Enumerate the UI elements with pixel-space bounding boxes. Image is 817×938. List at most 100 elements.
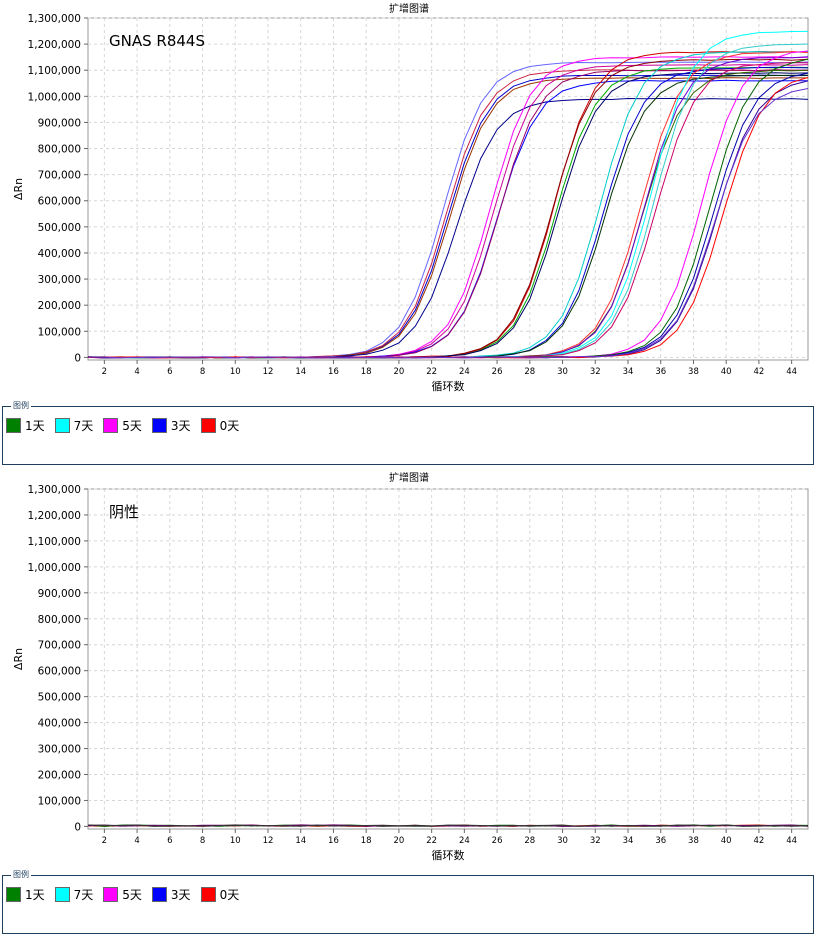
legend-swatch: [103, 887, 119, 902]
legend-title: 图例: [11, 400, 31, 411]
y-tick-label: 1,200,000: [28, 510, 81, 522]
y-axis-label: ΔRn: [12, 178, 25, 200]
legend-title: 图例: [11, 869, 31, 880]
x-tick-label: 36: [655, 367, 666, 377]
y-tick-label: 900,000: [38, 588, 81, 600]
y-tick-label: 900,000: [38, 117, 81, 129]
x-tick-label: 34: [623, 367, 634, 377]
chart-title: 扩增图谱: [389, 471, 429, 484]
x-axis-label: 循环数: [432, 849, 465, 862]
legend-swatch: [151, 887, 167, 902]
x-tick-label: 16: [328, 836, 339, 846]
legend-label: 5天: [122, 888, 142, 902]
x-tick-label: 4: [134, 836, 139, 846]
x-tick-label: 12: [263, 836, 274, 846]
amplification-curve: [88, 824, 808, 827]
legend-item[interactable]: 5天: [103, 886, 142, 903]
y-tick-label: 600,000: [38, 666, 81, 678]
y-tick-label: 0: [74, 352, 81, 364]
x-tick-label: 34: [623, 836, 634, 846]
legend-label: 3天: [170, 419, 191, 433]
x-tick-label: 40: [721, 836, 732, 846]
legend-item[interactable]: 1天: [6, 886, 45, 903]
x-tick-label: 30: [557, 367, 568, 377]
x-tick-label: 22: [426, 367, 437, 377]
x-tick-label: 40: [721, 367, 732, 377]
y-tick-label: 600,000: [38, 196, 81, 208]
x-tick-label: 32: [590, 367, 601, 377]
y-tick-label: 1,000,000: [28, 91, 81, 103]
legend-label: 7天: [73, 419, 94, 433]
x-tick-label: 42: [753, 836, 764, 846]
x-tick-label: 2: [102, 836, 107, 846]
y-tick-label: 400,000: [38, 248, 81, 260]
legend-item[interactable]: 0天: [200, 886, 240, 903]
legend-swatch: [54, 418, 70, 433]
y-tick-label: 800,000: [38, 614, 81, 626]
y-tick-label: 200,000: [38, 769, 81, 781]
x-tick-label: 18: [361, 367, 372, 377]
y-tick-label: 700,000: [38, 170, 81, 182]
legend: 图例 1天 7天 5天 3天 0天: [2, 400, 814, 465]
chart-annotation: GNAS R844S: [109, 32, 205, 50]
y-tick-label: 100,000: [38, 326, 81, 338]
x-tick-label: 36: [655, 836, 666, 846]
x-tick-label: 8: [200, 367, 205, 377]
x-tick-label: 12: [263, 367, 274, 377]
x-tick-label: 20: [393, 836, 404, 846]
x-tick-label: 22: [426, 836, 437, 846]
legend-label: 0天: [219, 888, 240, 902]
y-tick-label: 0: [74, 821, 81, 833]
chart-annotation: 阴性: [109, 503, 139, 521]
y-tick-label: 400,000: [38, 718, 81, 730]
x-tick-label: 26: [492, 836, 503, 846]
legend-item[interactable]: 7天: [54, 417, 94, 434]
legend: 图例 1天 7天 5天 3天 0天: [2, 869, 814, 934]
amplification-curve: [88, 824, 808, 827]
legend-item[interactable]: 7天: [54, 886, 94, 903]
legend-item[interactable]: 0天: [200, 417, 239, 434]
amplification-plot-2: 扩增图谱 0 100,000 200,000 300,000 400,000 500,000…: [12, 471, 809, 862]
x-tick-label: 44: [786, 367, 797, 377]
amplification-curve: [88, 88, 808, 359]
y-tick-label: 500,000: [38, 222, 81, 234]
legend-item[interactable]: 5天: [103, 417, 142, 434]
legend-item[interactable]: 3天: [151, 886, 191, 903]
legend-label: 3天: [170, 888, 191, 902]
plot-area: [87, 488, 809, 830]
x-tick-label: 20: [393, 367, 404, 377]
y-tick-label: 700,000: [38, 640, 81, 652]
x-tick-label: 6: [167, 836, 172, 846]
x-tick-label: 38: [688, 836, 699, 846]
legend-label: 5天: [122, 419, 142, 433]
legend-item[interactable]: 3天: [151, 417, 191, 434]
y-tick-label: 1,100,000: [28, 65, 81, 77]
y-tick-label: 500,000: [38, 692, 81, 704]
chart-title: 扩增图谱: [389, 2, 429, 15]
y-tick-label: 200,000: [38, 300, 81, 312]
x-tick-label: 10: [230, 367, 241, 377]
y-tick-label: 1,300,000: [28, 484, 81, 496]
legend-label: 1天: [25, 419, 45, 433]
legend-item[interactable]: 1天: [6, 417, 45, 434]
chart-panel-2: 扩增图谱 0 100,000 200,000 300,000 400,000 500,000…: [0, 469, 817, 934]
legend-label: 7天: [73, 888, 94, 902]
y-tick-label: 1,200,000: [28, 39, 81, 51]
legend-swatch: [6, 418, 21, 433]
legend-swatch: [200, 418, 216, 433]
y-tick-label: 300,000: [38, 274, 81, 286]
x-tick-label: 6: [167, 367, 172, 377]
y-tick-label: 100,000: [38, 795, 81, 807]
x-tick-label: 2: [102, 367, 107, 377]
x-tick-label: 4: [134, 367, 139, 377]
x-tick-label: 16: [328, 367, 339, 377]
legend-swatch: [151, 418, 167, 433]
y-tick-label: 1,000,000: [28, 562, 81, 574]
y-axis-label: ΔRn: [12, 648, 25, 670]
x-tick-label: 30: [557, 836, 568, 846]
legend-label: 1天: [25, 888, 45, 902]
y-tick-label: 300,000: [38, 744, 81, 756]
chart-panel-1: 扩增图谱 0 100,000 200,000 300,000 400,000 500,000…: [0, 0, 817, 465]
x-tick-label: 28: [524, 367, 535, 377]
y-tick-label: 800,000: [38, 144, 81, 156]
